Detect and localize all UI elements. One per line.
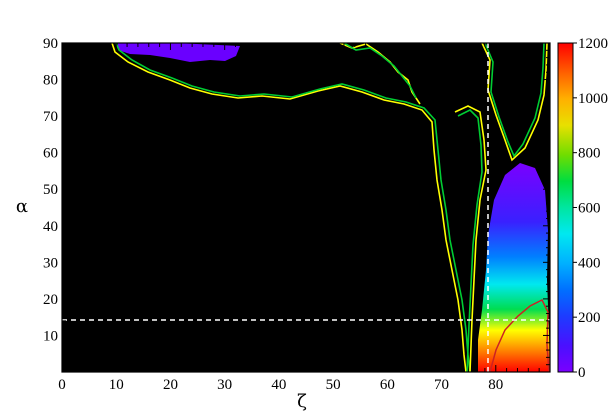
y-axis-title: α [16,196,28,217]
contour-outer [111,43,548,372]
colorbar-tick-label: 200 [578,310,601,326]
y-axis: 10 20 30 40 50 60 70 80 90 [43,36,550,366]
y-tick-label: 60 [43,146,58,162]
y-tick-label: 70 [43,109,58,125]
colorbar-tick-label: 1200 [578,36,608,52]
colorbar-ticks: 0 200 400 600 800 1000 1200 [573,36,608,381]
y-tick-label: 20 [43,292,58,308]
y-tick-label: 10 [43,328,58,344]
plot-frame [61,42,551,373]
colorbar-tick-label: 800 [578,146,601,162]
x-tick-label: 50 [326,377,341,393]
colorbar-tick-label: 0 [578,365,586,381]
contour-high [489,298,550,372]
heatmap-field [62,43,550,372]
colorbar-tick-label: 400 [578,255,601,271]
colorbar-tick-label: 600 [578,201,601,217]
x-tick-label: 0 [58,377,66,393]
density-region-upper-left [118,43,240,62]
colorbar-tick-label: 1000 [578,91,608,107]
y-tick-label: 90 [43,36,58,52]
x-tick-label: 30 [217,377,232,393]
y-tick-label: 80 [43,73,58,89]
x-axis-title: ζ [297,391,307,412]
x-tick-label: 80 [488,377,503,393]
x-tick-label: 10 [109,377,124,393]
y-tick-label: 40 [43,219,58,235]
y-tick-label: 30 [43,255,58,271]
x-axis: 0 10 20 30 40 50 60 70 80 [58,43,540,393]
x-tick-label: 60 [380,377,395,393]
x-tick-label: 40 [271,377,286,393]
x-tick-label: 70 [434,377,449,393]
x-tick-label: 20 [163,377,178,393]
y-tick-label: 50 [43,182,58,198]
colorbar [557,42,574,373]
